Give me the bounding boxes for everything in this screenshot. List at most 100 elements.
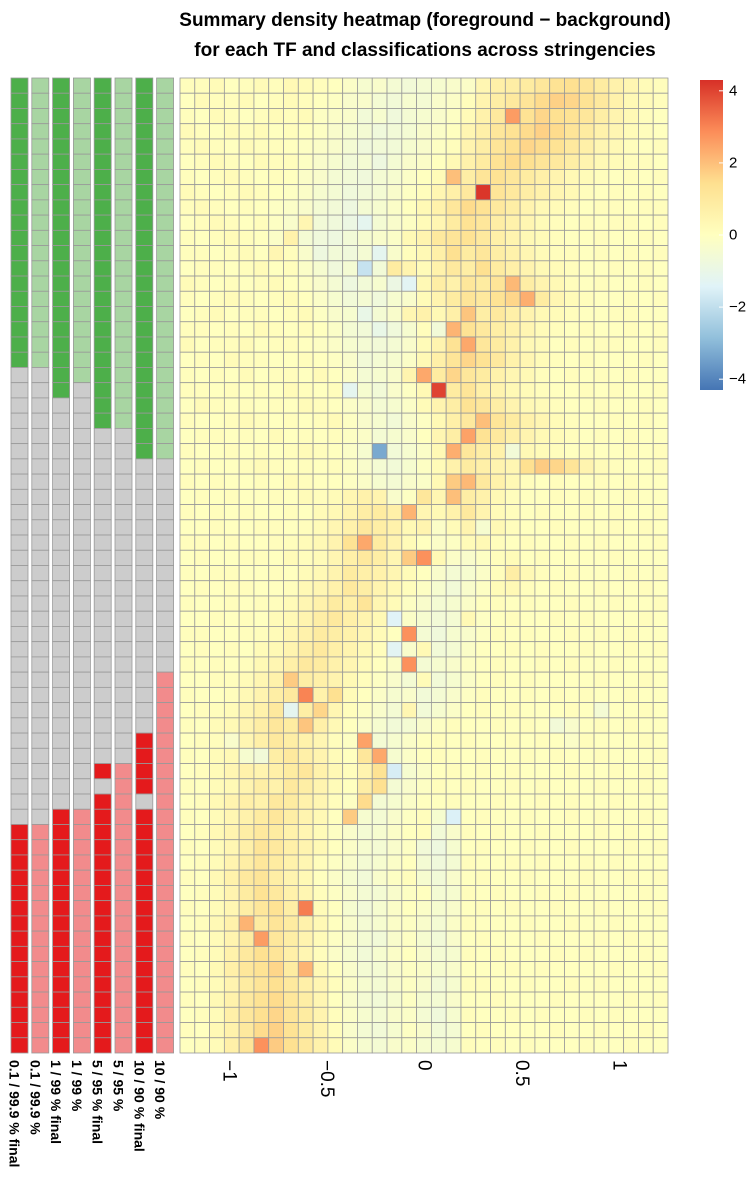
annotation-cell: [93, 77, 112, 94]
heatmap-cell: [179, 336, 196, 353]
heatmap-cell: [490, 351, 506, 368]
heatmap-cell: [209, 854, 225, 871]
annotation-cell: [73, 321, 91, 338]
heatmap-cell: [386, 229, 403, 246]
heatmap-cell: [209, 641, 225, 658]
heatmap-cell: [401, 747, 418, 764]
heatmap-cell: [357, 671, 373, 688]
heatmap-cell: [297, 747, 314, 764]
heatmap-cell: [253, 930, 270, 947]
heatmap-cell: [371, 412, 388, 429]
annotation-cell: [73, 900, 91, 917]
heatmap-cell: [194, 336, 210, 353]
heatmap-cell: [564, 245, 580, 262]
heatmap-cell: [519, 671, 536, 688]
heatmap-cell: [519, 290, 536, 307]
heatmap-cell: [460, 671, 477, 688]
heatmap-cell: [194, 945, 210, 962]
heatmap-cell: [578, 610, 595, 627]
heatmap-cell: [357, 763, 373, 780]
annotation-cell: [10, 671, 29, 688]
heatmap-cell: [209, 245, 225, 262]
heatmap-cell: [593, 1006, 610, 1023]
heatmap-cell: [357, 717, 373, 734]
heatmap-cell: [534, 397, 551, 414]
annotation-cell: [114, 976, 133, 993]
annotation-cell: [114, 519, 133, 536]
heatmap-cell: [504, 763, 521, 780]
heatmap-cell: [460, 686, 477, 704]
heatmap-cell: [297, 77, 314, 94]
heatmap-cell: [223, 321, 240, 338]
heatmap-cell: [238, 580, 255, 597]
annotation-cell: [10, 793, 29, 810]
heatmap-cell: [253, 1022, 270, 1039]
annotation-cell: [52, 824, 70, 841]
heatmap-cell: [401, 504, 418, 521]
heatmap-cell: [608, 1037, 625, 1054]
heatmap-cell: [209, 869, 225, 886]
heatmap-cell: [504, 458, 521, 475]
annotation-cell: [156, 443, 175, 460]
heatmap-cell: [416, 930, 432, 947]
heatmap-cell: [638, 77, 654, 94]
annotation-cell: [52, 549, 70, 566]
heatmap-cell: [490, 549, 506, 566]
heatmap-cell: [564, 504, 580, 521]
heatmap-cell: [519, 1037, 536, 1054]
annotation-cell: [10, 336, 29, 353]
heatmap-cell: [430, 671, 447, 688]
heatmap-cell: [401, 534, 418, 551]
annotation-cell: [135, 808, 154, 825]
heatmap-cell: [268, 961, 284, 978]
annotation-cell: [10, 626, 29, 643]
heatmap-cell: [490, 306, 506, 323]
heatmap-cell: [519, 961, 536, 978]
heatmap-cell: [327, 824, 344, 841]
heatmap-cell: [371, 321, 388, 338]
annotation-cell: [156, 336, 175, 353]
heatmap-cell: [297, 1006, 314, 1023]
heatmap-cell: [327, 808, 344, 825]
heatmap-cell: [652, 869, 669, 886]
heatmap-cell: [638, 793, 654, 810]
annotation-cell: [31, 367, 50, 384]
heatmap-cell: [283, 747, 299, 764]
heatmap-cell: [283, 595, 299, 612]
heatmap-cell: [623, 534, 639, 551]
heatmap-cell: [593, 915, 610, 932]
annotation-cell: [10, 504, 29, 521]
heatmap-cell: [445, 961, 462, 978]
heatmap-cell: [253, 77, 270, 94]
heatmap-cell: [608, 991, 625, 1008]
heatmap-cell: [194, 260, 210, 277]
annotation-cell: [73, 138, 91, 155]
heatmap-cell: [357, 153, 373, 170]
heatmap-cell: [253, 473, 270, 490]
heatmap-cell: [475, 336, 491, 353]
heatmap-cell: [564, 991, 580, 1008]
heatmap-cell: [564, 397, 580, 414]
heatmap-cell: [638, 626, 654, 643]
annotation-cell: [73, 702, 91, 719]
heatmap-cell: [593, 336, 610, 353]
heatmap-cell: [194, 351, 210, 368]
heatmap-cell: [430, 808, 447, 825]
heatmap-cell: [283, 290, 299, 307]
annotation-cell: [135, 717, 154, 734]
heatmap-cell: [578, 885, 595, 902]
heatmap-cell: [623, 565, 639, 582]
heatmap-cell: [519, 123, 536, 140]
heatmap-cell: [475, 519, 491, 536]
heatmap-cell: [268, 580, 284, 597]
heatmap-cell: [238, 351, 255, 368]
heatmap-cell: [327, 595, 344, 612]
heatmap-cell: [386, 976, 403, 993]
heatmap-cell: [386, 351, 403, 368]
heatmap-cell: [623, 290, 639, 307]
annotation-cell: [73, 778, 91, 795]
heatmap-cell: [238, 245, 255, 262]
heatmap-cell: [253, 854, 270, 871]
heatmap-cell: [238, 397, 255, 414]
heatmap-cell: [578, 275, 595, 292]
